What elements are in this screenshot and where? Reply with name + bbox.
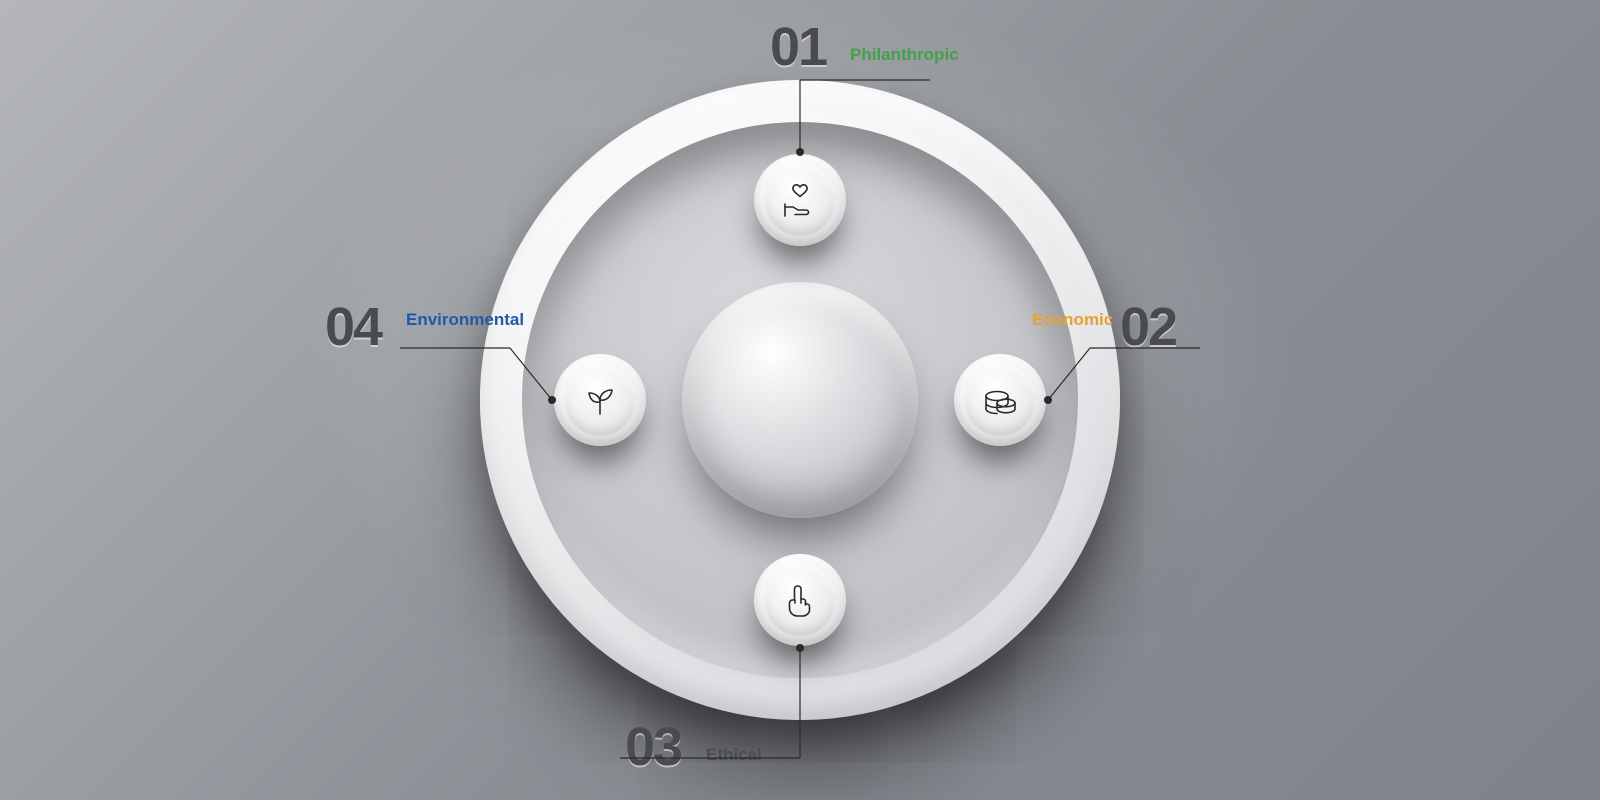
center-sphere [682,282,918,518]
connector-dot [1044,396,1052,404]
connector-dot [796,148,804,156]
connector-dot [548,396,556,404]
connector-dot [796,644,804,652]
hand-heart-icon [780,180,820,220]
icon-button-ethical [754,554,846,646]
icon-button-economic [954,354,1046,446]
icon-button-environmental [554,354,646,446]
sprout-icon [580,380,620,420]
number-02: 02 [1120,300,1176,354]
label-environmental: Environmental [406,310,524,330]
number-01: 01 [770,20,826,74]
point-up-icon [780,580,820,620]
icon-button-philanthropic [754,154,846,246]
label-ethical: Ethical [706,745,762,765]
label-philanthropic: Philanthropic [850,45,959,65]
number-04: 04 [325,300,381,354]
number-03: 03 [625,720,681,774]
label-economic: Economic [1032,310,1113,330]
coins-icon [980,380,1020,420]
